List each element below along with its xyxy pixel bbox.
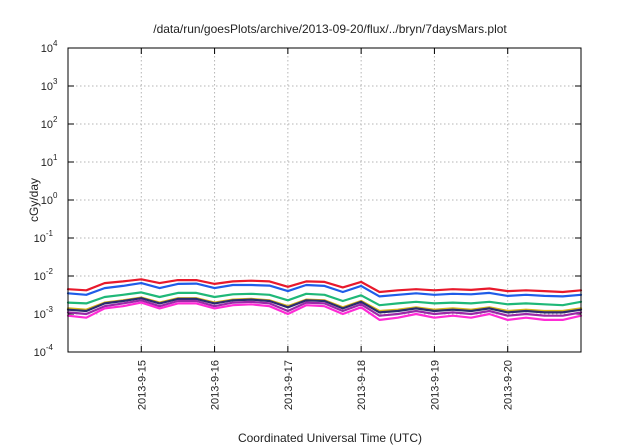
- x-tick-label: 2013-9-20: [503, 360, 515, 410]
- chart-title: /data/run/goesPlots/archive/2013-09-20/f…: [153, 22, 507, 36]
- series-line-5: [66, 297, 583, 314]
- y-tick-label: 10-3: [34, 305, 54, 321]
- series-line-7: [66, 301, 583, 321]
- plot-frame: [67, 47, 582, 353]
- series-line-1: [66, 278, 583, 294]
- y-tick-label: 100: [41, 191, 58, 207]
- x-tick-label: 2013-9-17: [283, 360, 295, 410]
- y-tick-label: 10-1: [34, 229, 54, 245]
- y-axis-label: cGy/day: [27, 178, 41, 222]
- x-tick-label: 2013-9-19: [429, 360, 441, 410]
- y-tick-label: 104: [41, 39, 58, 55]
- y-tick-label: 10-2: [34, 267, 54, 283]
- y-tick-label: 10-4: [34, 343, 54, 359]
- series-line-6: [66, 299, 583, 317]
- x-tick-label: 2013-9-18: [356, 360, 368, 410]
- x-axis-label: Coordinated Universal Time (UTC): [238, 431, 422, 445]
- y-tick-label: 103: [41, 77, 58, 93]
- series-line-2: [66, 282, 583, 298]
- y-tick-label: 101: [41, 153, 58, 169]
- x-tick-label: 2013-9-15: [136, 360, 148, 410]
- x-tick-label: 2013-9-16: [210, 360, 222, 410]
- y-tick-label: 102: [41, 115, 58, 131]
- series-line-3: [66, 291, 583, 307]
